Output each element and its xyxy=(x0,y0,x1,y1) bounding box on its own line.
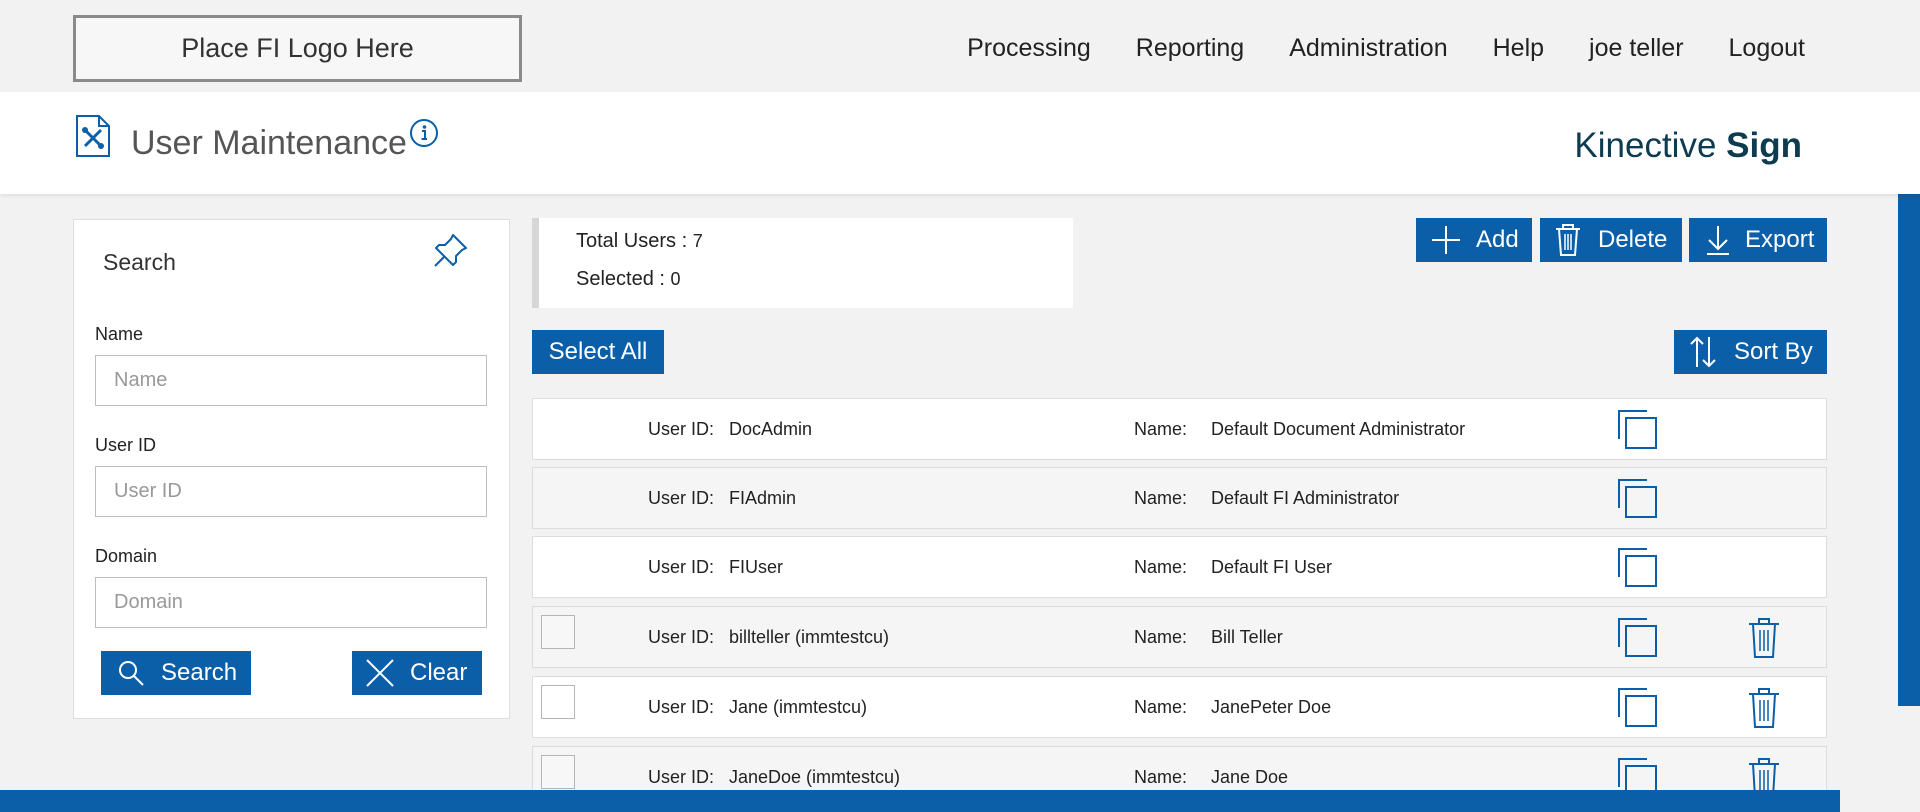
user-id-input[interactable] xyxy=(95,466,487,517)
name-key: Name: xyxy=(1134,767,1188,787)
nav-user-name[interactable]: joe teller xyxy=(1589,34,1684,62)
document-tools-icon xyxy=(76,115,110,157)
name-value: Default Document Administrator xyxy=(1211,419,1466,439)
brand-light: Kinective xyxy=(1574,126,1717,165)
delete-button-label: Delete xyxy=(1598,226,1668,253)
table-row[interactable]: User ID: DocAdmin Name: Default Document… xyxy=(532,398,1827,460)
page-header: User Maintenance Kinective Sign xyxy=(0,92,1920,194)
page-title: User Maintenance xyxy=(131,124,407,162)
total-users-value: 7 xyxy=(692,231,703,251)
user-id-key: User ID: xyxy=(648,419,715,439)
row-checkbox[interactable] xyxy=(541,755,575,789)
copy-icon[interactable] xyxy=(1617,409,1659,451)
domain-input[interactable] xyxy=(95,577,487,628)
user-id-value: JaneDoe (immtestcu) xyxy=(729,767,901,787)
close-icon xyxy=(366,659,394,687)
name-key: Name: xyxy=(1134,488,1188,508)
nav-reporting[interactable]: Reporting xyxy=(1135,34,1245,62)
trash-icon xyxy=(1556,224,1580,256)
user-id-value: FIUser xyxy=(729,557,783,577)
selected-label: Selected : xyxy=(576,268,671,290)
copy-icon[interactable] xyxy=(1617,478,1659,520)
user-id-value: DocAdmin xyxy=(729,419,813,439)
plus-icon xyxy=(1432,226,1460,254)
export-button-label: Export xyxy=(1745,226,1815,253)
selected-value: 0 xyxy=(670,269,681,289)
delete-button[interactable]: Delete xyxy=(1540,218,1682,262)
copy-icon[interactable] xyxy=(1617,547,1659,589)
user-id-key: User ID: xyxy=(648,767,715,787)
name-value: Default FI User xyxy=(1211,557,1333,577)
user-id-value: billteller (immtestcu) xyxy=(729,627,890,647)
name-label: Name xyxy=(95,324,144,344)
nav-administration[interactable]: Administration xyxy=(1289,34,1448,62)
search-icon xyxy=(119,661,144,686)
select-all-button[interactable]: Select All xyxy=(532,330,664,374)
user-id-key: User ID: xyxy=(648,488,715,508)
sort-icon xyxy=(1690,336,1716,368)
pin-icon[interactable] xyxy=(431,230,471,270)
user-id-value: Jane (immtestcu) xyxy=(729,697,868,717)
name-value: JanePeter Doe xyxy=(1211,697,1332,717)
name-key: Name: xyxy=(1134,697,1188,717)
table-row[interactable]: User ID: Jane (immtestcu) Name: JanePete… xyxy=(532,676,1827,738)
domain-label: Domain xyxy=(95,546,158,566)
selected-users: Selected : 0 xyxy=(576,268,681,291)
clear-button-label: Clear xyxy=(410,659,468,686)
name-input[interactable] xyxy=(95,355,487,406)
row-checkbox[interactable] xyxy=(541,615,575,649)
user-id-key: User ID: xyxy=(648,627,715,647)
copy-icon[interactable] xyxy=(1617,617,1659,659)
nav-help[interactable]: Help xyxy=(1492,34,1545,62)
table-row[interactable]: User ID: FIUser Name: Default FI User xyxy=(532,536,1827,598)
name-key: Name: xyxy=(1134,627,1188,647)
info-icon[interactable] xyxy=(409,118,439,148)
user-id-value: FIAdmin xyxy=(729,488,797,508)
name-key: Name: xyxy=(1134,557,1188,577)
user-id-key: User ID: xyxy=(648,557,715,577)
trash-icon[interactable] xyxy=(1747,687,1781,729)
sort-by-button[interactable]: Sort By xyxy=(1674,330,1827,374)
sort-by-button-label: Sort By xyxy=(1734,338,1813,365)
name-key: Name: xyxy=(1134,419,1188,439)
add-button[interactable]: Add xyxy=(1416,218,1532,262)
search-button[interactable]: Search xyxy=(101,651,251,695)
add-button-label: Add xyxy=(1476,226,1519,253)
name-value: Jane Doe xyxy=(1211,767,1289,787)
user-id-key: User ID: xyxy=(648,697,715,717)
search-panel-title: Search xyxy=(103,249,176,275)
name-value: Bill Teller xyxy=(1211,627,1283,647)
nav-processing[interactable]: Processing xyxy=(967,34,1091,62)
brand-wordmark: Kinective Sign xyxy=(1574,126,1802,166)
logo-placeholder: Place FI Logo Here xyxy=(73,15,522,82)
main-nav: Processing Reporting Administration Help… xyxy=(922,34,1805,63)
table-row[interactable]: User ID: FIAdmin Name: Default FI Admini… xyxy=(532,467,1827,529)
total-users-label: Total Users : xyxy=(576,230,693,252)
total-users: Total Users : 7 xyxy=(576,230,703,253)
name-value: Default FI Administrator xyxy=(1211,488,1400,508)
export-button[interactable]: Export xyxy=(1689,218,1827,262)
table-row[interactable]: User ID: billteller (immtestcu) Name: Bi… xyxy=(532,606,1827,668)
clear-button[interactable]: Clear xyxy=(352,651,482,695)
bottom-bar xyxy=(0,790,1840,812)
search-panel: Search Name User ID Domain Search Clear xyxy=(73,219,510,719)
search-button-label: Search xyxy=(161,659,238,686)
download-icon xyxy=(1707,226,1729,255)
copy-icon[interactable] xyxy=(1617,687,1659,729)
trash-icon[interactable] xyxy=(1747,617,1781,659)
brand-bold: Sign xyxy=(1726,126,1802,165)
scrollbar-track xyxy=(1893,0,1898,812)
nav-logout[interactable]: Logout xyxy=(1728,34,1805,62)
top-navigation-bar: Place FI Logo Here Processing Reporting … xyxy=(0,0,1920,92)
user-id-label: User ID xyxy=(95,435,157,455)
row-checkbox[interactable] xyxy=(541,685,575,719)
user-summary: Total Users : 7 Selected : 0 xyxy=(532,218,1073,308)
